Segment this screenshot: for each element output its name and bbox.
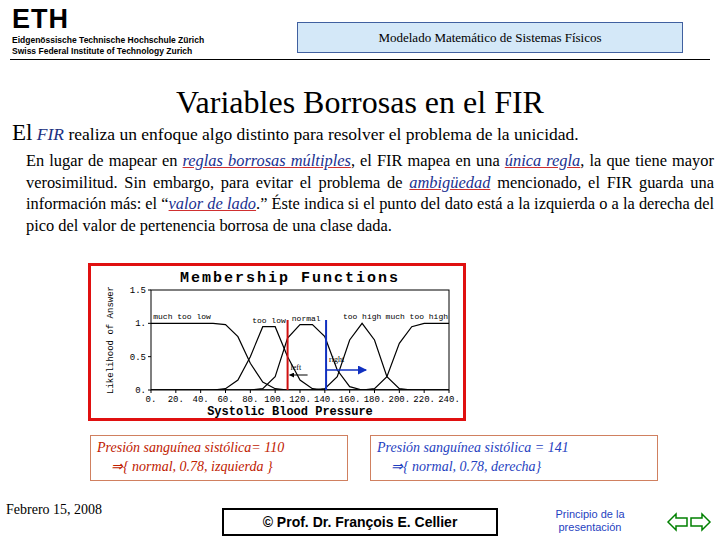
annotations: left right [290,355,366,375]
x-tick-label: 180. [364,395,386,405]
text: En lugar de mapear en [26,151,183,170]
series-label: much too low [153,312,211,321]
caption-line: Presión sanguínea sistólica = 141 [377,438,651,457]
y-tick [148,390,151,391]
x-tick [275,390,276,393]
x-tick-label: 60. [217,395,233,405]
caption-line: ⇒{ normal, 0.78, derecha} [377,457,651,476]
x-tick-label: 220. [413,395,435,405]
slide: {"header": {"logo": "ETH", "institution"… [0,0,720,540]
side-arrow [326,369,366,371]
x-tick [399,390,400,393]
course-title: Modelado Matemático de Sistemas Físicos [378,30,601,46]
x-tick-label: 100. [264,395,286,405]
side-label: left [291,363,302,372]
y-tick [148,356,151,357]
chart: Membership Functions 0. 20. 40. 60. 80. 100.12… [91,266,463,418]
x-tick [175,390,176,393]
intro: El FIR realiza un enfoque algo distinto … [12,120,717,146]
marker-line [287,320,289,390]
x-tick-label: 160. [339,395,361,405]
membership-curve [151,323,449,390]
institution: Eidgenössische Technische Hochschule Zür… [12,35,204,45]
x-tick-label: 80. [242,395,258,405]
y-tick-label: 1. [135,319,146,329]
x-tick [250,390,251,393]
x-tick-label: 120. [289,395,311,405]
x-tick [200,390,201,393]
body-text: En lugar de mapear en reglas borrosas mú… [26,150,714,236]
x-tick-label: 40. [193,395,209,405]
series-label: too low [252,316,286,325]
x-tick [424,390,425,393]
y-tick-label: 1.5 [130,286,146,296]
author: © Prof. Dr. François E. Cellier [263,514,458,530]
nav-back [668,514,687,530]
x-tick-label: 240. [438,395,460,405]
marker-line [325,320,327,390]
y-tick-label: 0. [135,386,146,396]
y-tick [148,290,151,291]
x-tick [324,390,325,393]
x-tick-label: 0. [146,395,157,405]
x-axis-label: Systolic Blood Pressure [207,405,373,418]
emphasis: única regla [505,151,581,170]
date: Febrero 15, 2008 [6,502,102,518]
x-tick [300,390,301,393]
chart-frame: Membership Functions 0. 20. 40. 60. 80. 100.12… [88,263,466,421]
institution: Swiss Federal Institute of Technology Zu… [12,46,192,56]
author-box: © Prof. Dr. François E. Cellier [222,508,498,536]
y-tick [148,323,151,324]
plot-marks [151,320,449,390]
plot-frame [151,290,449,390]
membership-curve [151,323,449,390]
side-arrow [290,375,308,376]
emphasis: reglas borrosas múltiples [183,151,351,170]
chart-title: Membership Functions [180,270,400,287]
x-tick-label: 140. [314,395,336,405]
caption-line: ⇒{ normal, 0.78, izquierda } [97,457,341,476]
caption-box: Presión sanguínea sistólica = 141⇒{ norm… [370,435,658,481]
series-label: much too high [386,312,449,321]
nav-forward [691,514,710,530]
series-label: normal [292,314,321,323]
header-rule [10,59,710,60]
intro-rest: realiza un enfoque algo distinto para re… [64,124,579,144]
emphasis: ambigüedad [409,173,490,192]
side-label: right [329,355,345,364]
x-tick-label: 200. [389,395,411,405]
logo: ETH [12,4,69,35]
emphasis: valor de lado [169,194,256,213]
nav-link[interactable]: Principio de la presentación [540,508,640,534]
x-tick [225,390,226,393]
intro-em: FIR [37,124,64,144]
text: , el FIR mapea en una [351,151,505,170]
membership-curve [151,325,449,390]
y-tick-label: 0.5 [130,353,146,363]
x-tick [349,390,350,393]
x-tick [374,390,375,393]
series-labels: much too low too low normal too high much to… [153,312,448,324]
slide-title: Variables Borrosas en el FIR [0,84,720,121]
membership-curve [151,323,449,390]
nav-arrows[interactable] [666,511,712,533]
intro-lead: El [12,120,32,145]
caption-box: Presión sanguínea sistólica= 110⇒{ norma… [90,435,348,481]
series-label: too high [343,312,382,321]
course-box: Modelado Matemático de Sistemas Físicos [297,22,683,53]
x-tick [449,390,450,393]
x-tick-label: 20. [168,395,184,405]
caption-line: Presión sanguínea sistólica= 110 [97,438,341,457]
y-axis-label: Likelihood of Answer [106,286,116,394]
